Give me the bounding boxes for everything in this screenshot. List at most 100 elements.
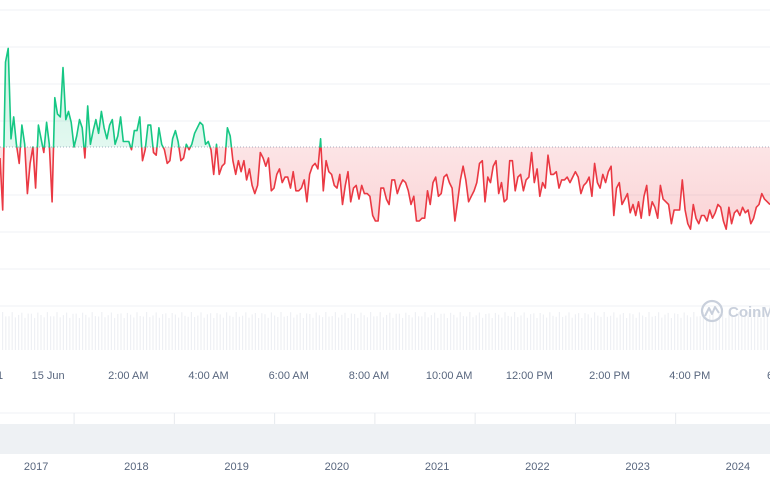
volume-bar [680, 317, 682, 350]
volume-bar [94, 316, 96, 350]
volume-bar [344, 312, 346, 350]
volume-bar [702, 312, 704, 350]
volume-bar [203, 317, 205, 350]
volume-bar [411, 317, 413, 350]
volume-bar [446, 318, 448, 350]
volume-bar [187, 316, 189, 350]
volume-bar [24, 317, 26, 350]
volume-bar [494, 312, 496, 350]
volume-bar [491, 318, 493, 350]
navigator-year-label: 2023 [625, 461, 649, 473]
volume-bar [760, 317, 762, 350]
navigator-year-label: 2022 [525, 461, 549, 473]
volume-bar [341, 314, 343, 350]
volume-bar [363, 315, 365, 350]
coinmarketcap-logo-icon [700, 299, 724, 323]
volume-bar [565, 315, 567, 350]
volume-bar [274, 315, 276, 350]
x-tick-label: 15 Jun [32, 370, 65, 382]
volume-bar [440, 313, 442, 350]
volume-bar [350, 313, 352, 350]
volume-bar [530, 314, 532, 350]
volume-bar [667, 312, 669, 350]
volume-bar [578, 313, 580, 350]
volume-bar [558, 312, 560, 350]
volume-bar [30, 313, 32, 350]
volume-bar [434, 312, 436, 350]
volume-bar [331, 316, 333, 350]
volume-bar [43, 317, 45, 350]
volume-bar [286, 315, 288, 350]
volume-bar [248, 317, 250, 350]
volume-bar [587, 314, 589, 350]
x-tick-label: 6:00 AM [269, 370, 309, 382]
volume-bar [152, 315, 154, 350]
volume-bar [472, 317, 474, 350]
volume-bar [754, 315, 756, 350]
volume-bar [162, 314, 164, 350]
volume-bar [197, 315, 199, 350]
volume-bar [354, 313, 356, 350]
navigator-year-label: 2017 [24, 461, 48, 473]
volume-bar [622, 313, 624, 350]
x-tick-label: 2:00 AM [108, 370, 148, 382]
volume-bar [725, 317, 727, 350]
volume-bar [574, 314, 576, 350]
volume-bar [366, 317, 368, 350]
volume-bar [757, 312, 759, 350]
volume-bar [91, 312, 93, 350]
volume-bar [210, 313, 212, 350]
volume-bar [603, 312, 605, 350]
volume-bar [520, 315, 522, 350]
volume-bar [229, 315, 231, 350]
volume-bar [360, 312, 362, 350]
volume-bar [709, 314, 711, 350]
volume-bar [299, 312, 301, 350]
volume-bar [475, 315, 477, 350]
volume-bar [18, 314, 20, 350]
volume-bar [488, 313, 490, 350]
volume-bar [280, 312, 282, 350]
range-navigator[interactable]: 2017 2018 2019 2020 2021 2022 2023 2024 [0, 412, 770, 473]
volume-bar [216, 313, 218, 350]
volume-bar [741, 316, 743, 350]
volume-bar [744, 316, 746, 350]
volume-bar [398, 313, 400, 350]
volume-bar [258, 318, 260, 350]
volume-bar [382, 317, 384, 350]
volume-bar [200, 312, 202, 350]
x-tick-label: 8:00 AM [349, 370, 389, 382]
volume-bar [328, 316, 330, 350]
volume-bar [437, 317, 439, 350]
volume-bar [392, 317, 394, 350]
volume-bar [213, 318, 215, 350]
volume-bar [731, 315, 733, 350]
volume-bar [462, 316, 464, 350]
volume-bar [232, 316, 234, 350]
volume-bar [2, 312, 4, 350]
volume-bar [706, 317, 708, 350]
volume-bar [130, 314, 132, 350]
volume-bar [501, 317, 503, 350]
volume-bar [72, 313, 74, 350]
volume-bar [674, 313, 676, 350]
volume-bar [34, 317, 36, 350]
volume-bar [264, 314, 266, 350]
volume-bar [517, 317, 519, 350]
volume-bar [357, 317, 359, 350]
volume-bar [427, 317, 429, 350]
navigator-year-label: 2020 [325, 461, 349, 473]
navigator-year-label: 2018 [124, 461, 148, 473]
volume-bar [546, 317, 548, 350]
volume-bar [53, 316, 55, 350]
volume-bar [619, 314, 621, 350]
series-line-above [3, 47, 322, 148]
volume-bar [635, 317, 637, 350]
volume-bar [734, 317, 736, 350]
watermark-text: CoinM [728, 304, 770, 321]
volume-bar [325, 312, 327, 350]
volume-bar [85, 314, 87, 350]
x-tick-label: 10:00 AM [426, 370, 472, 382]
volume-bar [654, 315, 656, 350]
